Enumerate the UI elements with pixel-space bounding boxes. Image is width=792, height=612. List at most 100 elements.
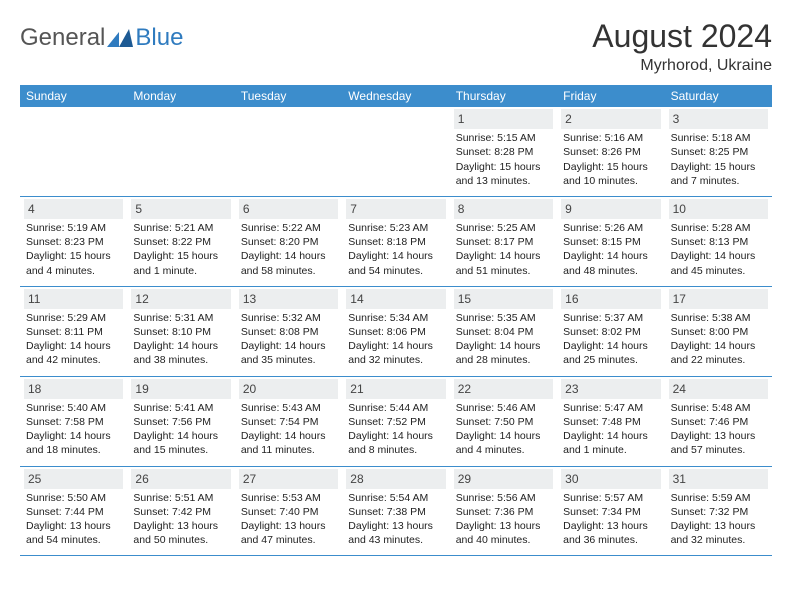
- day-info: Sunrise: 5:34 AMSunset: 8:06 PMDaylight:…: [346, 311, 445, 368]
- day-header: Tuesday: [235, 85, 342, 107]
- calendar-cell: [20, 107, 127, 194]
- day-number: 13: [239, 289, 338, 309]
- day-info: Sunrise: 5:29 AMSunset: 8:11 PMDaylight:…: [24, 311, 123, 368]
- day-number: 27: [239, 469, 338, 489]
- day-number: 10: [669, 199, 768, 219]
- calendar-cell: 16Sunrise: 5:37 AMSunset: 8:02 PMDayligh…: [557, 287, 664, 374]
- calendar-cell: 27Sunrise: 5:53 AMSunset: 7:40 PMDayligh…: [235, 467, 342, 554]
- day-number: 31: [669, 469, 768, 489]
- day-number: 25: [24, 469, 123, 489]
- calendar-cell: 4Sunrise: 5:19 AMSunset: 8:23 PMDaylight…: [20, 197, 127, 284]
- day-number: 8: [454, 199, 553, 219]
- day-number: 2: [561, 109, 660, 129]
- day-info: Sunrise: 5:43 AMSunset: 7:54 PMDaylight:…: [239, 401, 338, 458]
- day-info: Sunrise: 5:57 AMSunset: 7:34 PMDaylight:…: [561, 491, 660, 548]
- brand-logo: General Blue: [20, 18, 183, 52]
- day-info: Sunrise: 5:26 AMSunset: 8:15 PMDaylight:…: [561, 221, 660, 278]
- day-header: Monday: [127, 85, 234, 107]
- calendar-cell: 26Sunrise: 5:51 AMSunset: 7:42 PMDayligh…: [127, 467, 234, 554]
- day-info: Sunrise: 5:28 AMSunset: 8:13 PMDaylight:…: [669, 221, 768, 278]
- calendar-cell: [235, 107, 342, 194]
- day-number: 22: [454, 379, 553, 399]
- day-info: Sunrise: 5:56 AMSunset: 7:36 PMDaylight:…: [454, 491, 553, 548]
- day-number: 14: [346, 289, 445, 309]
- day-info: Sunrise: 5:47 AMSunset: 7:48 PMDaylight:…: [561, 401, 660, 458]
- day-info: Sunrise: 5:50 AMSunset: 7:44 PMDaylight:…: [24, 491, 123, 548]
- day-number: 17: [669, 289, 768, 309]
- brand-triangle-icon: [107, 29, 133, 47]
- day-number: 29: [454, 469, 553, 489]
- calendar-cell: 20Sunrise: 5:43 AMSunset: 7:54 PMDayligh…: [235, 377, 342, 464]
- day-number: 18: [24, 379, 123, 399]
- calendar-cell: 18Sunrise: 5:40 AMSunset: 7:58 PMDayligh…: [20, 377, 127, 464]
- day-number: 1: [454, 109, 553, 129]
- calendar-cell: 11Sunrise: 5:29 AMSunset: 8:11 PMDayligh…: [20, 287, 127, 374]
- calendar-cell: 10Sunrise: 5:28 AMSunset: 8:13 PMDayligh…: [665, 197, 772, 284]
- day-number: 30: [561, 469, 660, 489]
- week-separator: [20, 555, 772, 556]
- day-info: Sunrise: 5:16 AMSunset: 8:26 PMDaylight:…: [561, 131, 660, 188]
- calendar-cell: 6Sunrise: 5:22 AMSunset: 8:20 PMDaylight…: [235, 197, 342, 284]
- title-block: August 2024 Myrhorod, Ukraine: [592, 18, 772, 75]
- day-number: 21: [346, 379, 445, 399]
- calendar-cell: 23Sunrise: 5:47 AMSunset: 7:48 PMDayligh…: [557, 377, 664, 464]
- calendar-cell: 24Sunrise: 5:48 AMSunset: 7:46 PMDayligh…: [665, 377, 772, 464]
- day-number: 19: [131, 379, 230, 399]
- day-header: Friday: [557, 85, 664, 107]
- day-info: Sunrise: 5:53 AMSunset: 7:40 PMDaylight:…: [239, 491, 338, 548]
- month-title: August 2024: [592, 18, 772, 55]
- day-info: Sunrise: 5:31 AMSunset: 8:10 PMDaylight:…: [131, 311, 230, 368]
- calendar-page: General Blue August 2024 Myrhorod, Ukrai…: [0, 0, 792, 566]
- brand-blue: Blue: [135, 24, 183, 52]
- location: Myrhorod, Ukraine: [592, 57, 772, 75]
- day-info: Sunrise: 5:44 AMSunset: 7:52 PMDaylight:…: [346, 401, 445, 458]
- calendar-cell: 13Sunrise: 5:32 AMSunset: 8:08 PMDayligh…: [235, 287, 342, 374]
- calendar-cell: 22Sunrise: 5:46 AMSunset: 7:50 PMDayligh…: [450, 377, 557, 464]
- calendar-cell: 12Sunrise: 5:31 AMSunset: 8:10 PMDayligh…: [127, 287, 234, 374]
- day-number: 26: [131, 469, 230, 489]
- calendar-cell: 1Sunrise: 5:15 AMSunset: 8:28 PMDaylight…: [450, 107, 557, 194]
- calendar-cell: 15Sunrise: 5:35 AMSunset: 8:04 PMDayligh…: [450, 287, 557, 374]
- day-info: Sunrise: 5:22 AMSunset: 8:20 PMDaylight:…: [239, 221, 338, 278]
- calendar-cell: 21Sunrise: 5:44 AMSunset: 7:52 PMDayligh…: [342, 377, 449, 464]
- day-number: 6: [239, 199, 338, 219]
- day-header: Saturday: [665, 85, 772, 107]
- day-header: Wednesday: [342, 85, 449, 107]
- day-header: Sunday: [20, 85, 127, 107]
- calendar-grid: SundayMondayTuesdayWednesdayThursdayFrid…: [20, 85, 772, 556]
- day-number: 4: [24, 199, 123, 219]
- day-info: Sunrise: 5:54 AMSunset: 7:38 PMDaylight:…: [346, 491, 445, 548]
- calendar-cell: 19Sunrise: 5:41 AMSunset: 7:56 PMDayligh…: [127, 377, 234, 464]
- day-number: 3: [669, 109, 768, 129]
- day-info: Sunrise: 5:23 AMSunset: 8:18 PMDaylight:…: [346, 221, 445, 278]
- calendar-cell: 8Sunrise: 5:25 AMSunset: 8:17 PMDaylight…: [450, 197, 557, 284]
- calendar-cell: 5Sunrise: 5:21 AMSunset: 8:22 PMDaylight…: [127, 197, 234, 284]
- calendar-cell: 28Sunrise: 5:54 AMSunset: 7:38 PMDayligh…: [342, 467, 449, 554]
- day-number: 12: [131, 289, 230, 309]
- day-info: Sunrise: 5:35 AMSunset: 8:04 PMDaylight:…: [454, 311, 553, 368]
- day-number: 9: [561, 199, 660, 219]
- day-info: Sunrise: 5:32 AMSunset: 8:08 PMDaylight:…: [239, 311, 338, 368]
- calendar-cell: 14Sunrise: 5:34 AMSunset: 8:06 PMDayligh…: [342, 287, 449, 374]
- calendar-cell: 9Sunrise: 5:26 AMSunset: 8:15 PMDaylight…: [557, 197, 664, 284]
- calendar-cell: 31Sunrise: 5:59 AMSunset: 7:32 PMDayligh…: [665, 467, 772, 554]
- header: General Blue August 2024 Myrhorod, Ukrai…: [20, 18, 772, 75]
- day-info: Sunrise: 5:25 AMSunset: 8:17 PMDaylight:…: [454, 221, 553, 278]
- day-info: Sunrise: 5:48 AMSunset: 7:46 PMDaylight:…: [669, 401, 768, 458]
- day-info: Sunrise: 5:59 AMSunset: 7:32 PMDaylight:…: [669, 491, 768, 548]
- day-info: Sunrise: 5:40 AMSunset: 7:58 PMDaylight:…: [24, 401, 123, 458]
- calendar-cell: 17Sunrise: 5:38 AMSunset: 8:00 PMDayligh…: [665, 287, 772, 374]
- calendar-cell: 29Sunrise: 5:56 AMSunset: 7:36 PMDayligh…: [450, 467, 557, 554]
- calendar-cell: 2Sunrise: 5:16 AMSunset: 8:26 PMDaylight…: [557, 107, 664, 194]
- calendar-cell: 30Sunrise: 5:57 AMSunset: 7:34 PMDayligh…: [557, 467, 664, 554]
- day-number: 16: [561, 289, 660, 309]
- day-number: 28: [346, 469, 445, 489]
- day-number: 24: [669, 379, 768, 399]
- day-number: 23: [561, 379, 660, 399]
- day-number: 11: [24, 289, 123, 309]
- day-info: Sunrise: 5:41 AMSunset: 7:56 PMDaylight:…: [131, 401, 230, 458]
- day-info: Sunrise: 5:37 AMSunset: 8:02 PMDaylight:…: [561, 311, 660, 368]
- day-info: Sunrise: 5:38 AMSunset: 8:00 PMDaylight:…: [669, 311, 768, 368]
- calendar-cell: 7Sunrise: 5:23 AMSunset: 8:18 PMDaylight…: [342, 197, 449, 284]
- day-info: Sunrise: 5:21 AMSunset: 8:22 PMDaylight:…: [131, 221, 230, 278]
